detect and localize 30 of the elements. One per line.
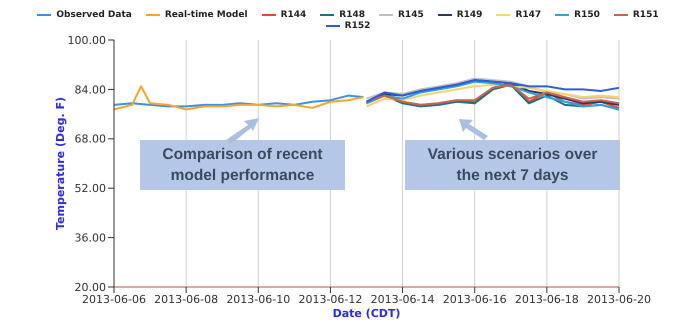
annotation: Comparison of recent model performance: [161, 145, 324, 186]
x-tick-label: 2013-06-16: [442, 292, 507, 306]
x-axis-title: Date (CDT): [332, 307, 400, 320]
x-tick-label: 2013-06-10: [226, 292, 290, 306]
y-tick-label: 52.00: [74, 182, 106, 196]
annotation: Various scenarios over the next 7 days: [426, 145, 598, 186]
legend-label: Observed Data: [55, 10, 132, 20]
legend-label: Real-time Model: [164, 10, 248, 20]
x-tick-label: 2013-06-08: [154, 292, 218, 306]
y-tick-label: 36.00: [74, 232, 106, 245]
line-series: [114, 94, 364, 108]
legend-label: R150: [573, 10, 600, 20]
x-tick-label: 2013-06-18: [514, 292, 579, 306]
x-tick-label: 2013-06-06: [82, 292, 146, 306]
x-tick-label: 2013-06-12: [298, 292, 362, 306]
legend-label: R151: [632, 10, 659, 20]
y-tick-label: 84.00: [74, 83, 106, 96]
x-tick-label: 2013-06-14: [370, 292, 435, 306]
y-tick-label: 68.00: [74, 132, 106, 146]
legend-label: R144: [280, 10, 306, 20]
x-tick-label: 2013-06-20: [587, 292, 651, 306]
legend-label: R152: [344, 21, 370, 31]
y-tick-label: 20.00: [74, 280, 106, 294]
legend-label: R147: [514, 10, 542, 20]
legend-label: R148: [338, 10, 365, 20]
y-tick-label: 100.00: [68, 34, 106, 47]
line-series: [114, 85, 364, 110]
legend-label: R149: [456, 10, 482, 20]
legend-label: R145: [397, 10, 424, 20]
y-axis-title: Temperature (Deg. F): [54, 97, 67, 230]
